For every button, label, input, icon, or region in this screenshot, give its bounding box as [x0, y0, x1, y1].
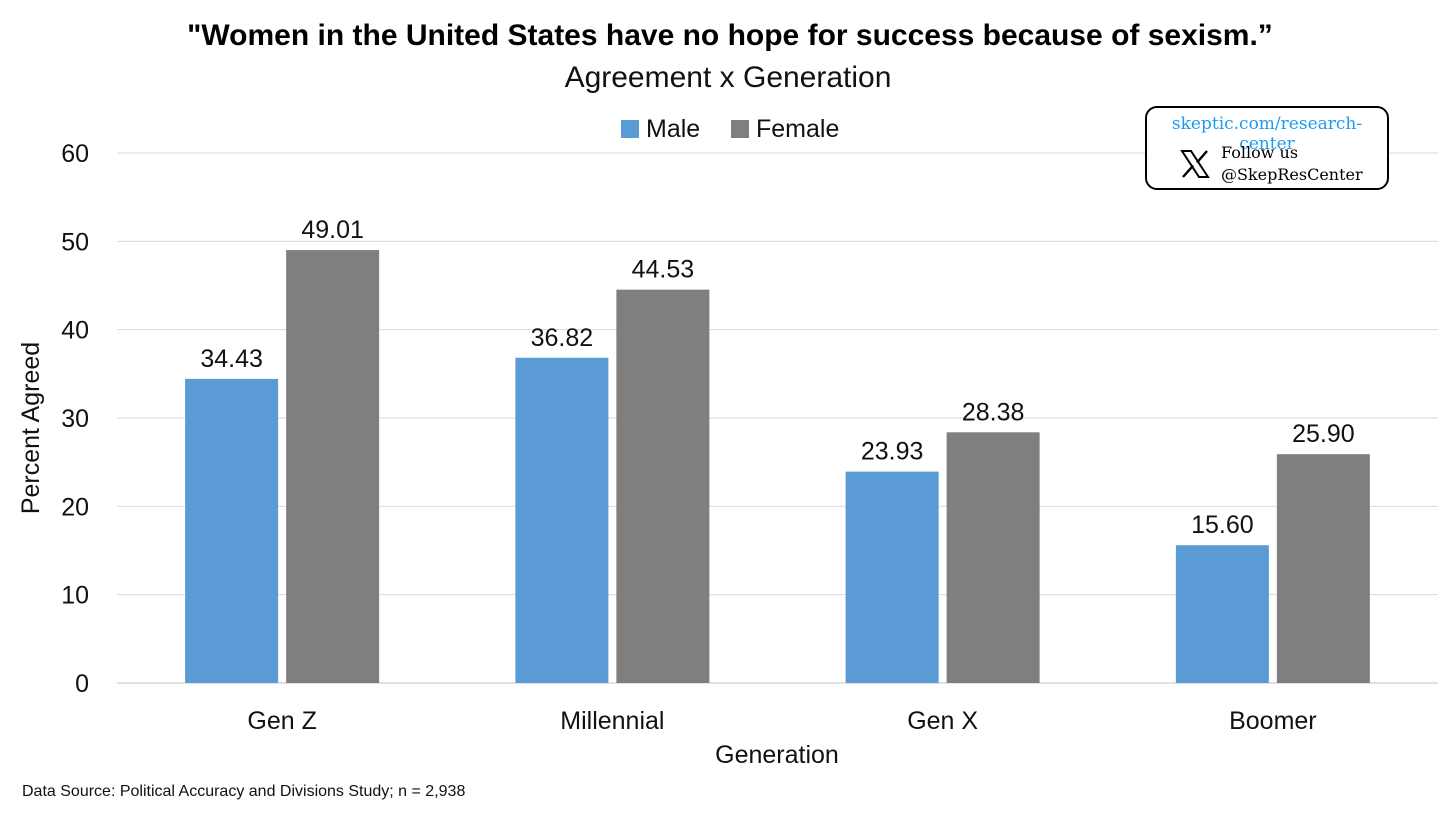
y-tick-label-40: 40 [61, 317, 89, 345]
data-label-boomer-male: 15.60 [1191, 511, 1254, 539]
legend-swatch-male [621, 120, 639, 138]
legend-label-male: Male [646, 115, 700, 143]
bar-boomer-female [1276, 454, 1370, 683]
bar-gen-z-male [185, 378, 279, 683]
data-label-gen-z-female: 49.01 [301, 216, 364, 244]
data-label-gen-x-female: 28.38 [962, 398, 1025, 426]
research-center-link[interactable]: skeptic.com/research-center [1171, 114, 1363, 154]
category-labels: Gen Z Millennial Gen X Boomer [247, 707, 1316, 735]
bar-millennial-female [616, 289, 710, 683]
category-label-boomer: Boomer [1229, 707, 1317, 735]
category-label-gen-x: Gen X [907, 707, 978, 735]
y-tick-label-0: 0 [75, 670, 89, 698]
data-label-gen-x-male: 23.93 [861, 438, 924, 466]
follow-us-text: Follow us [1221, 143, 1299, 162]
legend-label-female: Female [756, 115, 839, 143]
data-label-boomer-female: 25.90 [1292, 420, 1355, 448]
chart-subtitle: Agreement x Generation [565, 61, 892, 94]
branding-box: skeptic.com/research-center Follow us @S… [1145, 106, 1389, 190]
category-label-millennial: Millennial [560, 707, 664, 735]
bar-gen-z-female [286, 250, 380, 683]
y-tick-label-10: 10 [61, 582, 89, 610]
chart-title: "Women in the United States have no hope… [187, 19, 1273, 52]
legend: Male Female [621, 115, 839, 143]
legend-swatch-female [731, 120, 749, 138]
bars [185, 250, 1370, 683]
y-axis-ticks: 0 10 20 30 40 50 60 [61, 140, 89, 698]
x-logo-icon[interactable] [1179, 148, 1211, 180]
bar-boomer-male [1175, 545, 1269, 683]
y-tick-label-50: 50 [61, 228, 89, 256]
category-label-gen-z: Gen Z [247, 707, 316, 735]
y-axis-title: Percent Agreed [17, 342, 45, 514]
data-label-gen-z-male: 34.43 [200, 345, 263, 373]
bar-gen-x-male [845, 471, 939, 683]
y-tick-label-20: 20 [61, 493, 89, 521]
data-label-millennial-male: 36.82 [531, 324, 594, 352]
bar-gen-x-female [946, 432, 1040, 683]
y-tick-label-30: 30 [61, 405, 89, 433]
data-label-millennial-female: 44.53 [632, 256, 695, 284]
y-tick-label-60: 60 [61, 140, 89, 168]
data-source-note: Data Source: Political Accuracy and Divi… [22, 783, 465, 800]
twitter-handle[interactable]: @SkepResCenter [1221, 165, 1363, 184]
data-labels: 34.43 49.01 36.82 44.53 23.93 28.38 15.60 25.90 [200, 216, 1354, 539]
bar-millennial-male [515, 357, 609, 683]
x-axis-title: Generation [715, 741, 839, 769]
